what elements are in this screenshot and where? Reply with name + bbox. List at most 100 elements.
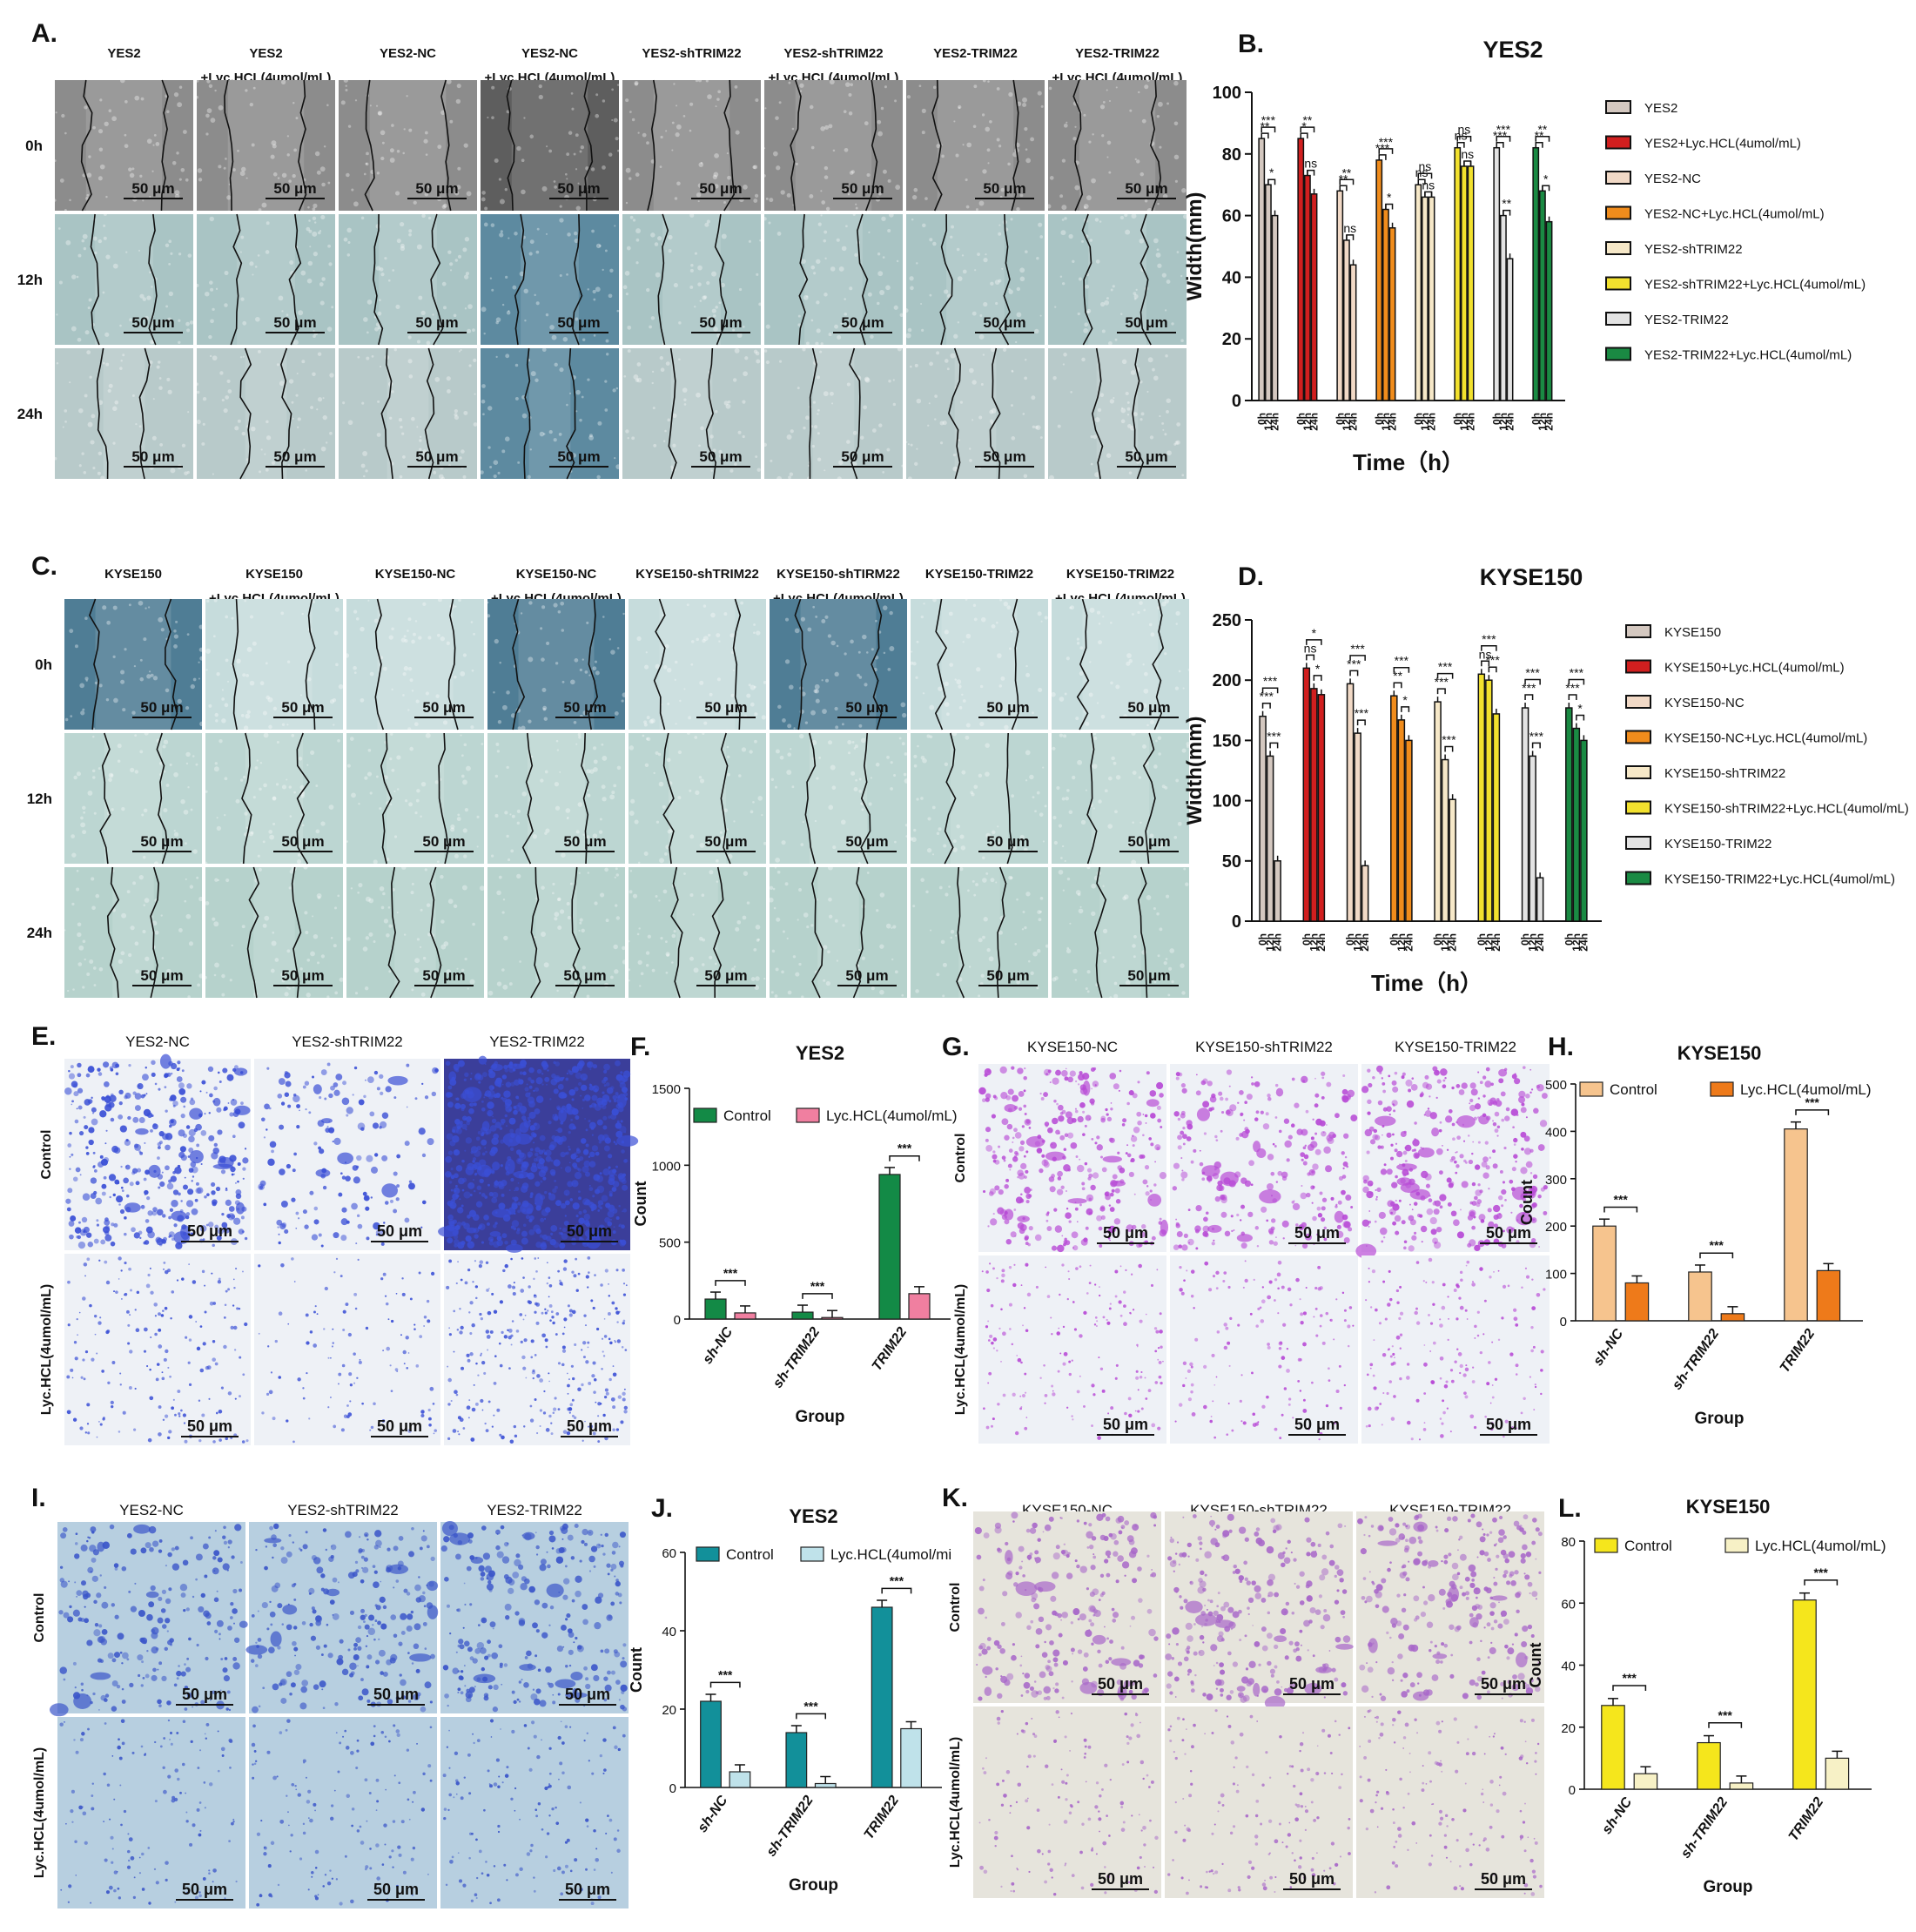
stained-cell: [233, 1349, 237, 1351]
stained-cell: [455, 1194, 460, 1198]
stained-cell: [159, 1181, 165, 1188]
cell-speck: [717, 90, 721, 94]
cell-speck: [305, 931, 309, 935]
stained-cell: [522, 1318, 525, 1321]
cell-speck: [77, 962, 83, 966]
cell-speck: [500, 230, 503, 233]
cell-speck: [753, 631, 756, 635]
cell-speck: [129, 318, 132, 322]
stained-cell: [385, 1086, 392, 1093]
stained-cell: [393, 1171, 398, 1176]
cell-speck: [630, 798, 635, 804]
stained-cell: [370, 1425, 374, 1430]
stained-cell: [373, 1070, 379, 1075]
cell-speck: [199, 656, 205, 661]
cell-speck: [1072, 259, 1075, 263]
cell-speck: [910, 661, 914, 665]
stained-cell: [263, 1202, 267, 1207]
cell-speck: [788, 81, 791, 84]
stained-cell: [1159, 1172, 1167, 1180]
cell-speck: [965, 205, 970, 209]
stained-cell: [356, 1214, 360, 1217]
stained-cell: [332, 1342, 334, 1344]
stained-cell: [93, 1238, 99, 1244]
stained-cell: [394, 1368, 399, 1371]
cell-cluster: [387, 1075, 408, 1086]
stained-cell: [145, 1283, 151, 1289]
cell-speck: [775, 116, 779, 120]
stained-cell: [467, 1181, 475, 1189]
stained-cell: [79, 1426, 84, 1430]
cell-speck: [753, 199, 758, 203]
stained-cell: [128, 1267, 131, 1271]
cell-speck: [323, 145, 326, 148]
stained-cell: [538, 1169, 547, 1178]
cell-speck: [239, 356, 243, 359]
stained-cell: [1105, 1107, 1108, 1112]
stained-cell: [124, 1164, 131, 1170]
stained-cell: [325, 1128, 331, 1134]
micrograph-wound_C: 50 μm: [628, 866, 766, 999]
stained-cell: [511, 1285, 515, 1289]
cell-speck: [879, 944, 884, 949]
cell-speck: [187, 786, 190, 789]
stained-cell: [557, 1083, 564, 1090]
micrograph-wound_A: 50 μm: [1048, 212, 1188, 346]
wound-gap: [85, 80, 163, 211]
stained-cell: [353, 1292, 358, 1296]
cell-speck: [205, 901, 210, 905]
cell-speck: [292, 417, 294, 420]
micrograph-wound_C: 50 μm: [629, 598, 767, 730]
stained-cell: [146, 1364, 149, 1368]
stained-cell: [356, 1377, 359, 1379]
stained-cell: [613, 1099, 617, 1103]
stained-cell: [180, 1096, 187, 1103]
stained-cell: [131, 1227, 136, 1233]
cell-speck: [617, 149, 620, 152]
scale-bar-label: 50 μm: [983, 180, 1025, 197]
cell-cluster: [218, 1157, 234, 1168]
stained-cell: [587, 1341, 590, 1344]
cell-speck: [602, 268, 604, 272]
stained-cell: [588, 1185, 591, 1187]
stained-cell: [615, 1174, 617, 1176]
stained-cell: [187, 1361, 191, 1364]
stained-cell: [548, 1304, 553, 1308]
stained-cell: [604, 1388, 608, 1392]
stained-cell: [453, 1350, 455, 1353]
stained-cell: [450, 1188, 454, 1192]
stained-cell: [158, 1344, 163, 1349]
cell-speck: [521, 791, 528, 797]
cell-speck: [772, 151, 778, 157]
stained-cell: [522, 1276, 525, 1279]
wound-edge-line: [224, 79, 234, 212]
scale-bar-label: 50 μm: [1127, 833, 1170, 850]
stained-cell: [1025, 1200, 1030, 1204]
cell-speck: [1144, 84, 1149, 90]
cell-speck: [982, 78, 986, 83]
cell-speck: [76, 771, 82, 777]
stained-cell: [91, 1357, 95, 1362]
stained-cell: [515, 1330, 520, 1333]
cell-speck: [820, 125, 825, 131]
cell-speck: [206, 599, 210, 603]
cell-speck: [575, 133, 579, 138]
stained-cell: [120, 1269, 123, 1272]
stained-cell: [1040, 1097, 1045, 1101]
stained-cell: [475, 1201, 483, 1208]
cell-speck: [613, 118, 618, 123]
cell-speck: [1102, 100, 1106, 104]
scale-bar-label: 50 μm: [986, 967, 1029, 984]
cell-speck: [413, 200, 417, 205]
cell-speck: [938, 885, 943, 890]
stained-cell: [169, 1375, 171, 1378]
stained-cell: [78, 1311, 81, 1314]
cell-speck: [1157, 954, 1160, 958]
cell-speck: [104, 121, 109, 126]
stained-cell: [130, 1289, 132, 1292]
cell-speck: [491, 288, 494, 292]
micrograph-wound_C: 50 μm: [487, 732, 625, 865]
stained-cell: [426, 1299, 430, 1303]
cell-speck: [71, 274, 77, 279]
cell-speck: [776, 165, 781, 171]
